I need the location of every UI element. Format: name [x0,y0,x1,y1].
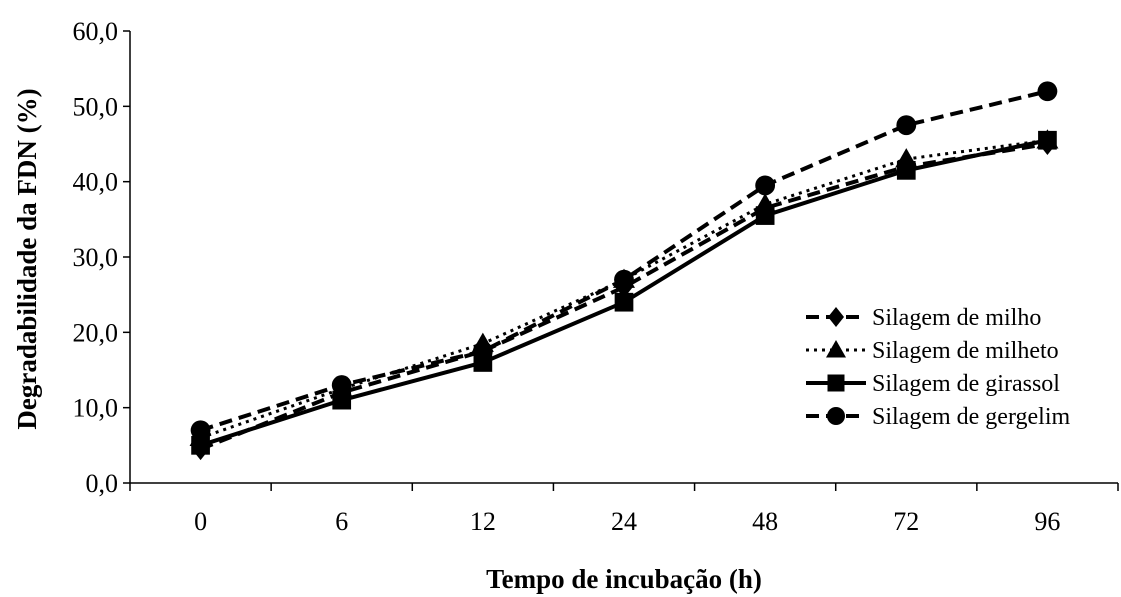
data-point [1037,81,1058,102]
legend: Silagem de milho Silagem de milheto Silage… [806,305,1071,430]
y-tick-label: 10,0 [73,394,119,423]
y-tick-label: 30,0 [73,243,119,272]
legend-label: Silagem de girassol [872,371,1060,397]
axes: 0,0 10,0 20,0 30,0 40,0 50,0 60,0 0 6 12 24 48 72 96 [73,17,1119,536]
data-point [755,206,775,225]
x-tick-label: 72 [893,507,919,536]
x-tick-label: 48 [752,507,778,536]
data-point [190,420,211,441]
data-point [331,375,352,395]
data-point [896,115,917,136]
y-tick-label: 60,0 [73,17,119,46]
legend-label: Silagem de gergelim [872,404,1071,430]
series-markers [189,81,1059,461]
x-axis-title: Tempo de incubação (h) [486,564,762,594]
data-point [896,161,916,180]
x-tick-label: 6 [335,507,348,536]
x-tick-label: 12 [470,507,496,536]
data-point [191,435,210,455]
x-tick-label: 96 [1034,507,1060,536]
data-point [332,390,352,410]
legend-marker [828,307,844,327]
legend-marker [826,340,846,358]
y-tick-label: 0,0 [86,469,119,498]
data-point [614,269,634,290]
legend-label: Silagem de milho [872,305,1041,331]
data-point [1038,130,1057,150]
x-tick-label: 24 [611,507,637,536]
y-tick-label: 40,0 [73,168,119,197]
y-tick-label: 50,0 [73,92,119,121]
legend-label: Silagem de milheto [872,338,1059,364]
data-point [472,341,493,362]
x-tick-label: 0 [194,507,207,536]
y-axis-title: Degradabilidade da FDN (%) [12,88,42,429]
y-tick-label: 20,0 [73,318,119,347]
data-point [755,175,776,196]
data-point [614,292,634,312]
legend-marker [827,407,845,425]
legend-marker [827,374,845,392]
